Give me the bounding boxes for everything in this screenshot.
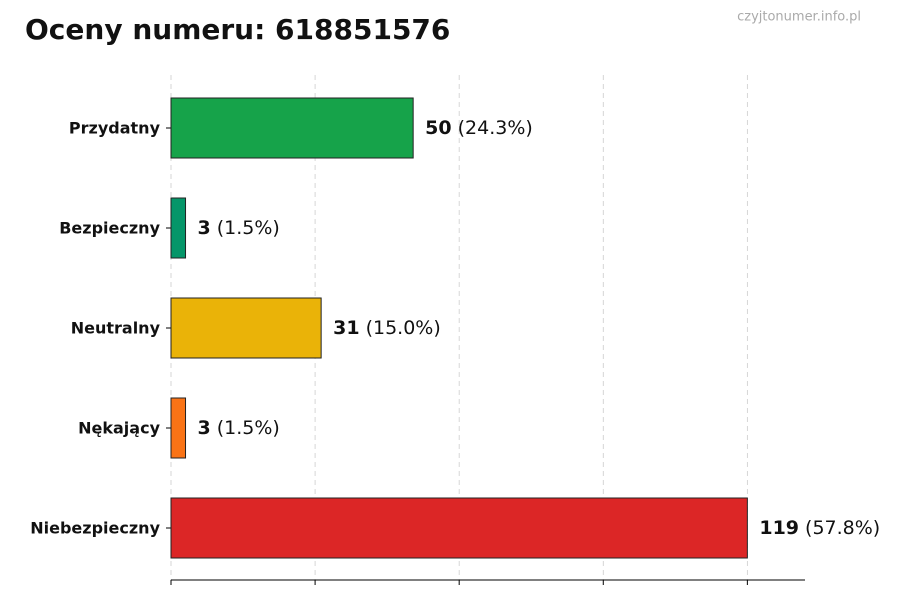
- value-label: 50 (24.3%): [425, 117, 533, 139]
- value: 31: [333, 317, 359, 339]
- bar: [170, 297, 322, 359]
- percent: (15.0%): [366, 317, 441, 339]
- percent: (57.8%): [805, 517, 880, 539]
- y-tick-label: Nękający: [78, 419, 160, 438]
- watermark: czyjtonumer.info.pl: [737, 10, 861, 25]
- chart-title: Oceny numeru: 618851576: [25, 13, 450, 46]
- value: 119: [759, 517, 799, 539]
- percent: (24.3%): [458, 117, 533, 139]
- y-tick-label: Neutralny: [71, 319, 161, 338]
- y-tick-label: Przydatny: [69, 119, 161, 138]
- bar: [170, 497, 748, 559]
- y-tick-label: Niebezpieczny: [30, 519, 160, 538]
- value: 50: [425, 117, 451, 139]
- percent: (1.5%): [217, 217, 280, 239]
- value-label: 31 (15.0%): [333, 317, 441, 339]
- bar: [170, 397, 187, 459]
- value-label: 3 (1.5%): [198, 417, 280, 439]
- percent: (1.5%): [217, 417, 280, 439]
- value-label: 119 (57.8%): [759, 517, 880, 539]
- bar: [170, 197, 187, 259]
- value: 3: [198, 217, 211, 239]
- value: 3: [198, 417, 211, 439]
- y-tick-label: Bezpieczny: [59, 219, 160, 238]
- value-label: 3 (1.5%): [198, 217, 280, 239]
- bar: [170, 97, 414, 159]
